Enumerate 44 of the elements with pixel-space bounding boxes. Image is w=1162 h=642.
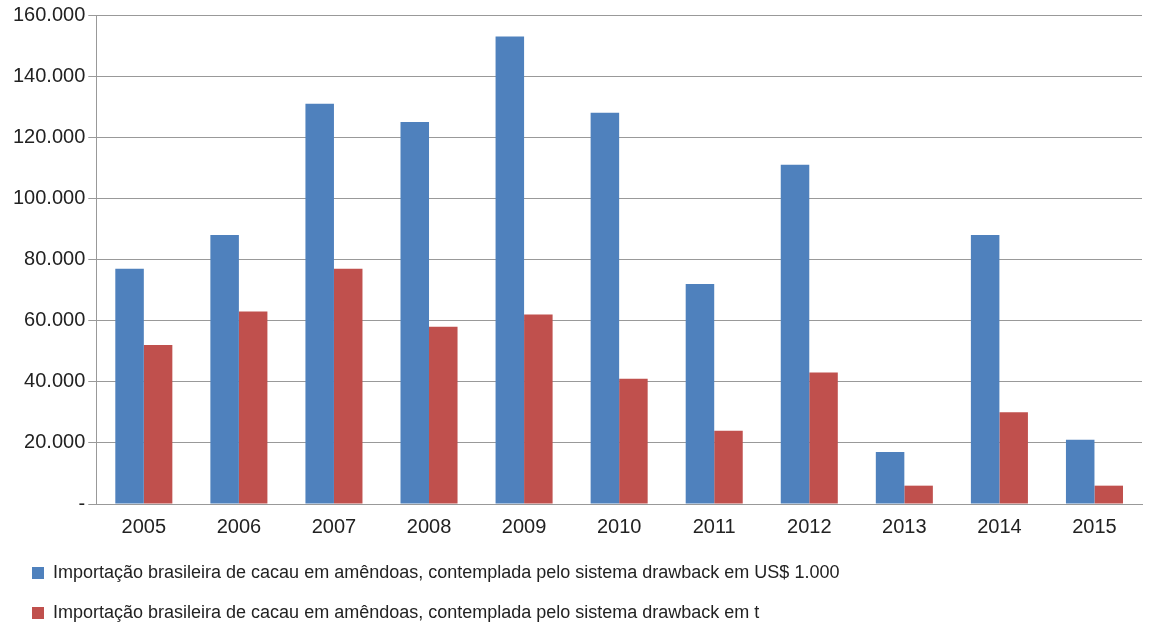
legend-label: Importação brasileira de cacau em amêndoas, contemplada pelo sistema drawback em US$ 1.000 (53, 561, 840, 582)
x-tick-label: 2006 (216, 514, 262, 537)
bar (210, 235, 239, 504)
bar (685, 283, 715, 504)
bar (809, 372, 838, 504)
y-tick-label: 140.000 (13, 63, 86, 86)
bar (305, 103, 334, 504)
bar (590, 112, 620, 504)
x-tick-label: 2005 (121, 514, 167, 537)
y-tick-label: 120.000 (13, 124, 86, 147)
bar (1094, 485, 1123, 504)
y-tick-label: 60.000 (24, 308, 86, 331)
bar (143, 345, 173, 504)
bar (333, 268, 363, 504)
x-tick-label: 2011 (692, 514, 736, 537)
bar (495, 36, 525, 504)
y-tick-label: 20.000 (24, 430, 86, 453)
bar (115, 268, 144, 504)
bar (238, 311, 268, 504)
bar (875, 452, 905, 504)
x-tick-label: 2015 (1072, 514, 1117, 537)
x-tick-label: 2014 (977, 514, 1022, 537)
x-tick-label: 2012 (787, 514, 832, 537)
bar (970, 235, 1000, 504)
bar (999, 412, 1028, 504)
x-tick-label: 2007 (311, 514, 357, 537)
y-tick-label: 40.000 (24, 369, 86, 392)
bar (780, 164, 810, 504)
x-tick-label: 2008 (406, 514, 452, 537)
y-tick-label: 100.000 (13, 185, 86, 208)
x-tick-label: 2010 (596, 514, 642, 537)
bar (429, 326, 458, 504)
bar (400, 121, 430, 504)
y-tick-label: 80.000 (24, 247, 86, 270)
bar (524, 314, 553, 504)
x-tick-label: 2013 (882, 514, 927, 537)
bar (1065, 439, 1095, 504)
y-tick-label: 160.000 (13, 2, 86, 25)
y-tick-label: - (78, 491, 86, 514)
bar (904, 485, 933, 504)
bar (714, 430, 743, 504)
x-tick-label: 2009 (501, 514, 547, 537)
bar (619, 378, 648, 504)
legend-label: Importação brasileira de cacau em amêndoas, contemplada pelo sistema drawback em t (53, 601, 760, 622)
